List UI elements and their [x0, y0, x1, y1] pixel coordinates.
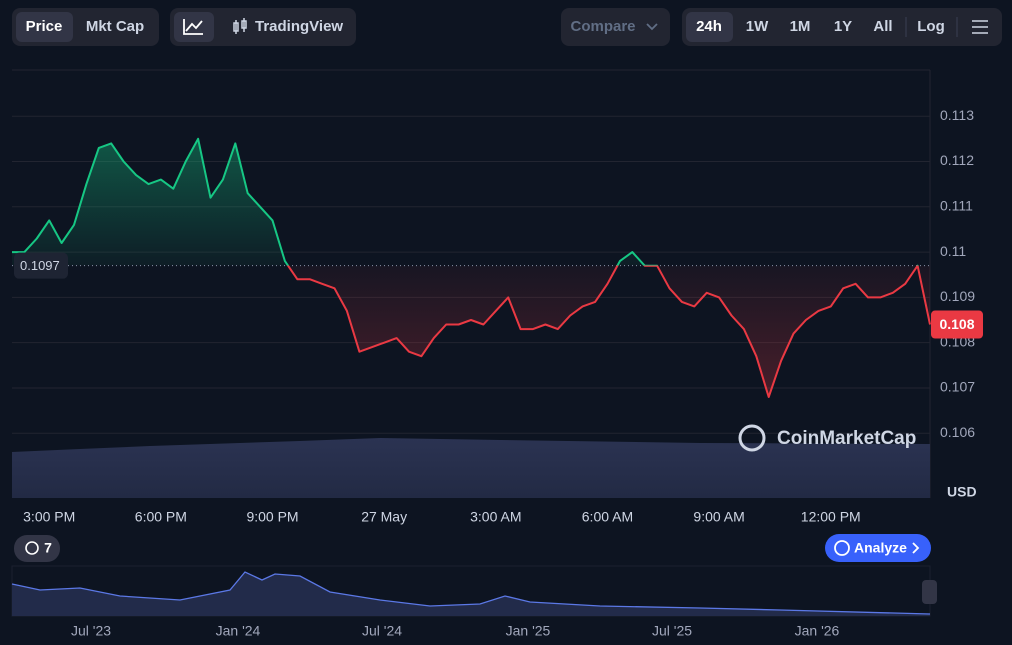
range-group	[682, 8, 1002, 46]
x-tick-label: 6:00 AM	[582, 509, 633, 525]
history-badge[interactable]	[14, 535, 60, 562]
range-button[interactable]: 1Y	[834, 18, 852, 35]
y-tick-label: 0.112	[940, 152, 974, 168]
history-icon	[25, 541, 39, 555]
range-button[interactable]: All	[873, 18, 892, 35]
overview-label: Jul '23	[71, 623, 111, 639]
x-tick-label: 3:00 PM	[23, 509, 75, 525]
chevron	[646, 23, 658, 31]
history-count: 7	[44, 540, 52, 556]
overview-line	[11, 571, 931, 615]
chart-type-group	[170, 8, 356, 46]
overview-area	[12, 572, 930, 616]
y-tick-label: 0.109	[940, 288, 975, 304]
reference-tag	[14, 252, 68, 279]
y-unit: USD	[947, 484, 977, 500]
x-tick-label: 9:00 AM	[693, 509, 744, 525]
mktcap-tab[interactable]: Mkt Cap	[86, 18, 144, 35]
candle-icon	[233, 18, 247, 34]
tradingview-button[interactable]: TradingView	[255, 18, 343, 35]
logo	[738, 424, 766, 452]
area-fill	[12, 138, 930, 398]
overview-label: Jan '26	[795, 623, 840, 639]
price-tab[interactable]: Price	[26, 18, 63, 35]
range-button[interactable]: 24h	[696, 18, 722, 35]
x-tick-label: 9:00 PM	[246, 509, 298, 525]
chevron	[912, 542, 920, 554]
overview-label: Jul '24	[362, 623, 402, 639]
active-tab	[16, 12, 73, 42]
y-tick-label: 0.11	[940, 243, 966, 259]
overview-label: Jan '25	[506, 623, 551, 639]
log-button[interactable]: Log	[917, 18, 945, 35]
analyze-label: Analyze	[854, 540, 907, 556]
x-tick-label: 3:00 AM	[470, 509, 521, 525]
reference-label: 0.1097	[20, 258, 60, 273]
compare-label: Compare	[570, 18, 635, 35]
overview-handle[interactable]	[922, 580, 937, 604]
x-tick-label: 27 May	[361, 509, 407, 525]
analyze-icon	[834, 540, 850, 556]
watermark: CoinMarketCap	[777, 428, 916, 449]
y-tick-label: 0.107	[940, 379, 975, 395]
y-tick-label: 0.113	[940, 107, 974, 123]
line-icon	[183, 19, 203, 35]
range-button[interactable]: 1M	[790, 18, 811, 35]
analyze-button[interactable]	[825, 534, 931, 562]
settings-icon[interactable]	[972, 20, 988, 34]
price-line	[12, 137, 931, 398]
active-range	[686, 12, 733, 42]
x-tick-label: 12:00 PM	[801, 509, 861, 525]
price-tag-label: 0.108	[939, 316, 974, 332]
y-tick-label: 0.106	[940, 424, 975, 440]
overview-label: Jul '25	[652, 623, 692, 639]
y-tick-label: 0.111	[940, 197, 973, 213]
x-tick-label: 6:00 PM	[135, 509, 187, 525]
range-button[interactable]: 1W	[746, 18, 769, 35]
volume-area	[12, 438, 930, 498]
compare-button[interactable]	[561, 8, 670, 46]
overview-label: Jan '24	[216, 623, 261, 639]
price-tag	[931, 310, 983, 339]
